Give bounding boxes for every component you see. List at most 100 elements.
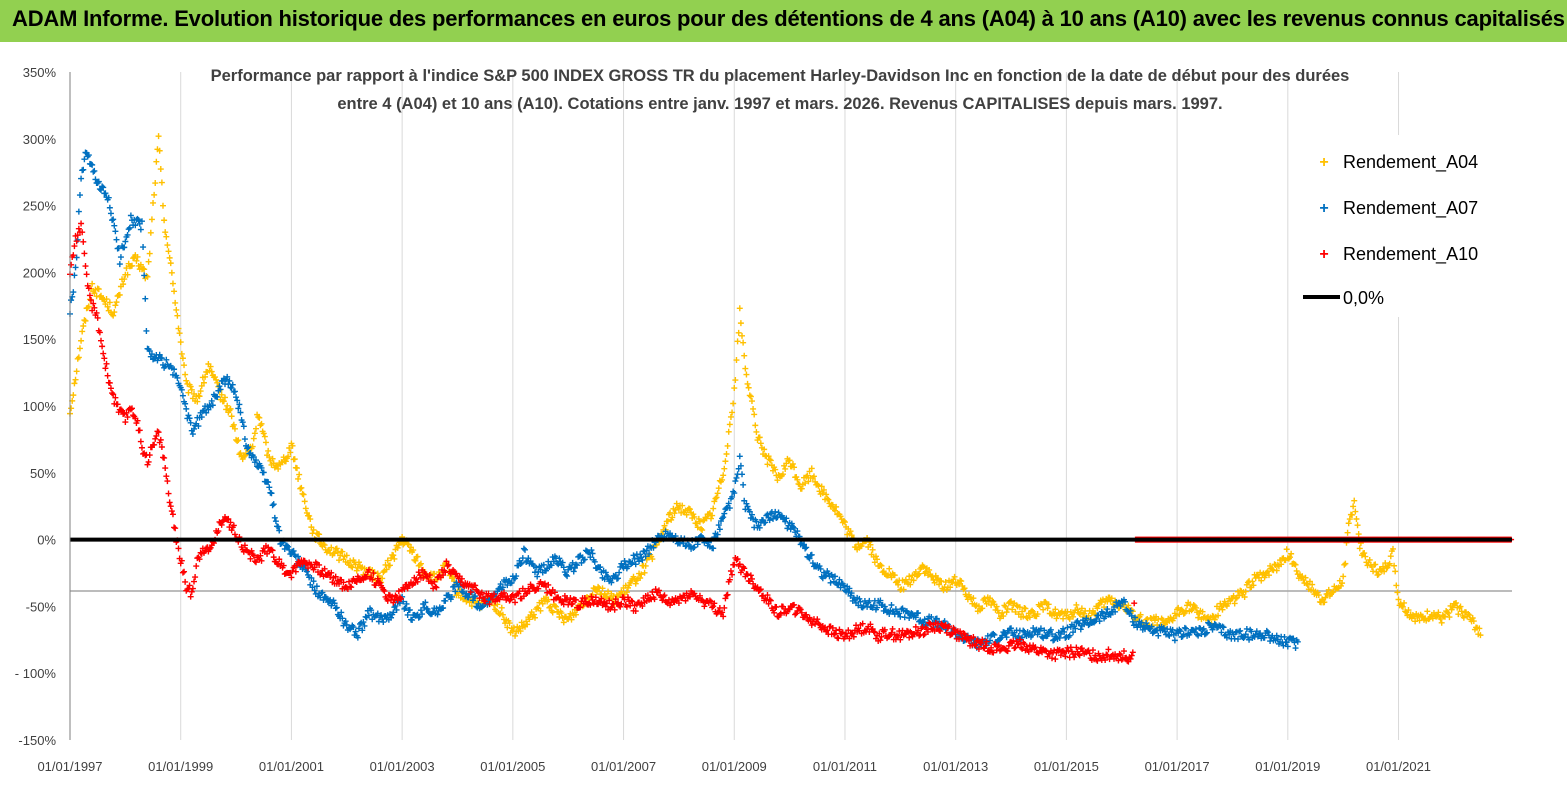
data-point xyxy=(70,289,77,296)
data-point xyxy=(816,488,823,495)
data-point xyxy=(89,280,96,287)
data-point xyxy=(742,365,749,372)
data-point xyxy=(111,309,118,316)
data-point xyxy=(146,347,153,354)
data-point xyxy=(320,541,327,548)
data-point xyxy=(1192,604,1199,611)
data-point xyxy=(774,477,781,484)
title-banner: ADAM Informe. Evolution historique des p… xyxy=(0,0,1567,42)
data-point xyxy=(690,511,697,518)
data-point xyxy=(124,231,131,238)
data-point xyxy=(144,273,151,280)
data-point xyxy=(786,457,793,464)
data-point xyxy=(1188,607,1195,614)
data-point xyxy=(409,617,416,624)
data-point xyxy=(384,557,391,564)
data-point xyxy=(182,371,189,378)
data-point xyxy=(1469,614,1476,621)
data-point xyxy=(331,600,338,607)
data-point xyxy=(116,261,123,268)
data-point xyxy=(76,345,83,352)
data-point xyxy=(316,531,323,538)
x-tick-label: 01/01/1999 xyxy=(148,759,213,774)
data-point xyxy=(1094,605,1101,612)
data-point xyxy=(178,350,185,357)
data-point xyxy=(1437,615,1444,622)
data-point xyxy=(1392,568,1399,575)
y-tick-label: 300% xyxy=(23,132,57,147)
data-point xyxy=(231,425,238,432)
data-point xyxy=(218,391,225,398)
y-tick-label: -50% xyxy=(26,599,57,614)
data-point xyxy=(993,603,1000,610)
data-point xyxy=(1393,582,1400,589)
data-point xyxy=(1244,579,1251,586)
data-point xyxy=(546,604,553,611)
data-point xyxy=(891,572,898,579)
data-point xyxy=(123,265,130,272)
data-point xyxy=(907,581,914,588)
y-tick-label: 350% xyxy=(23,65,57,80)
data-point xyxy=(772,466,779,473)
data-point xyxy=(352,628,359,635)
data-point xyxy=(174,312,181,319)
data-point xyxy=(1444,609,1451,616)
data-point xyxy=(675,506,682,513)
data-point xyxy=(709,512,716,519)
data-point xyxy=(141,266,148,273)
data-point xyxy=(158,179,165,186)
data-point xyxy=(671,510,678,517)
data-point xyxy=(1402,608,1409,615)
data-point xyxy=(1074,606,1081,613)
data-point xyxy=(910,577,917,584)
data-point xyxy=(107,210,114,217)
data-point xyxy=(699,527,706,534)
data-point xyxy=(1104,598,1111,605)
data-point xyxy=(534,604,541,611)
data-point xyxy=(112,228,119,235)
data-point xyxy=(308,574,315,581)
data-point xyxy=(271,514,278,521)
data-point xyxy=(212,374,219,381)
data-point xyxy=(239,456,246,463)
data-point xyxy=(213,376,220,383)
data-point xyxy=(186,415,193,422)
x-tick-label: 01/01/2005 xyxy=(480,759,545,774)
data-point xyxy=(126,224,133,231)
data-point xyxy=(683,511,690,518)
data-point xyxy=(1315,592,1322,599)
data-point xyxy=(195,423,202,430)
data-point xyxy=(134,253,141,260)
data-point xyxy=(960,586,967,593)
data-point xyxy=(176,330,183,337)
data-point xyxy=(151,191,158,198)
data-point xyxy=(752,422,759,429)
data-point xyxy=(661,522,668,529)
data-point xyxy=(1196,610,1203,617)
data-point xyxy=(311,587,318,594)
data-point xyxy=(1309,581,1316,588)
data-point xyxy=(1356,545,1363,552)
data-point xyxy=(1070,613,1077,620)
data-point xyxy=(319,589,326,596)
legend-marker-a04: + xyxy=(1319,154,1328,171)
data-point xyxy=(798,485,805,492)
data-point xyxy=(727,413,734,420)
data-point xyxy=(789,460,796,467)
legend-label-a10: Rendement_A10 xyxy=(1343,244,1478,265)
data-point xyxy=(1351,497,1358,504)
data-point xyxy=(747,393,754,400)
data-point xyxy=(1108,595,1115,602)
data-point xyxy=(334,549,341,556)
data-point xyxy=(693,520,700,527)
data-point xyxy=(110,216,117,223)
data-point xyxy=(733,357,740,364)
data-point xyxy=(285,543,292,550)
data-point xyxy=(275,523,282,530)
legend-item-a04: + Rendement_A04 xyxy=(1319,152,1478,173)
data-point xyxy=(110,312,117,319)
data-point xyxy=(1008,598,1015,605)
data-point xyxy=(1034,611,1041,618)
data-point xyxy=(999,609,1006,616)
data-point xyxy=(1278,561,1285,568)
